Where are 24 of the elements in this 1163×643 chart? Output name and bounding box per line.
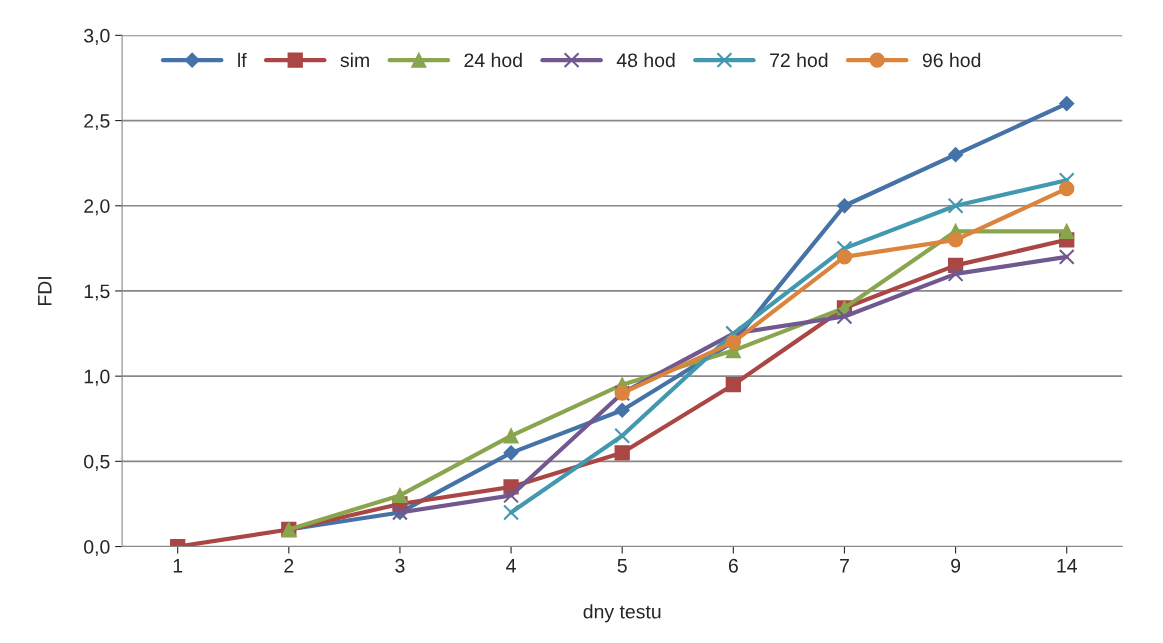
y-axis-title: FDI: [38, 277, 52, 306]
y-tick-label: 2,5: [84, 114, 110, 131]
y-tick-label: 2,0: [84, 199, 110, 216]
x-tick-label: 9: [951, 558, 961, 573]
x-tick-label: 7: [840, 559, 849, 573]
x-tick-label: 2: [284, 558, 294, 573]
legend-label: lf: [238, 52, 247, 67]
y-tick-label: 1,0: [84, 369, 110, 386]
y-tick-label: 1,5: [84, 284, 110, 301]
legend-label: 24 hod: [464, 52, 522, 68]
y-tick-label: 0,5: [84, 454, 110, 471]
legend-label: 72 hod: [770, 52, 828, 68]
y-tick-label: 3,0: [84, 28, 110, 45]
legend-label: 48 hod: [616, 52, 675, 68]
x-axis-title: dny testu: [583, 604, 661, 623]
x-tick-label: 5: [617, 559, 627, 573]
legend-label: 96 hod: [922, 52, 981, 68]
x-tick-label: 6: [728, 558, 738, 573]
y-tick-label: 0,0: [84, 540, 110, 557]
x-tick-label: 1: [173, 559, 183, 573]
x-tick-label: 4: [506, 559, 516, 573]
legend-label: sim: [340, 52, 369, 68]
x-tick-label: 14: [1057, 559, 1077, 573]
x-tick-label: 3: [395, 558, 405, 573]
